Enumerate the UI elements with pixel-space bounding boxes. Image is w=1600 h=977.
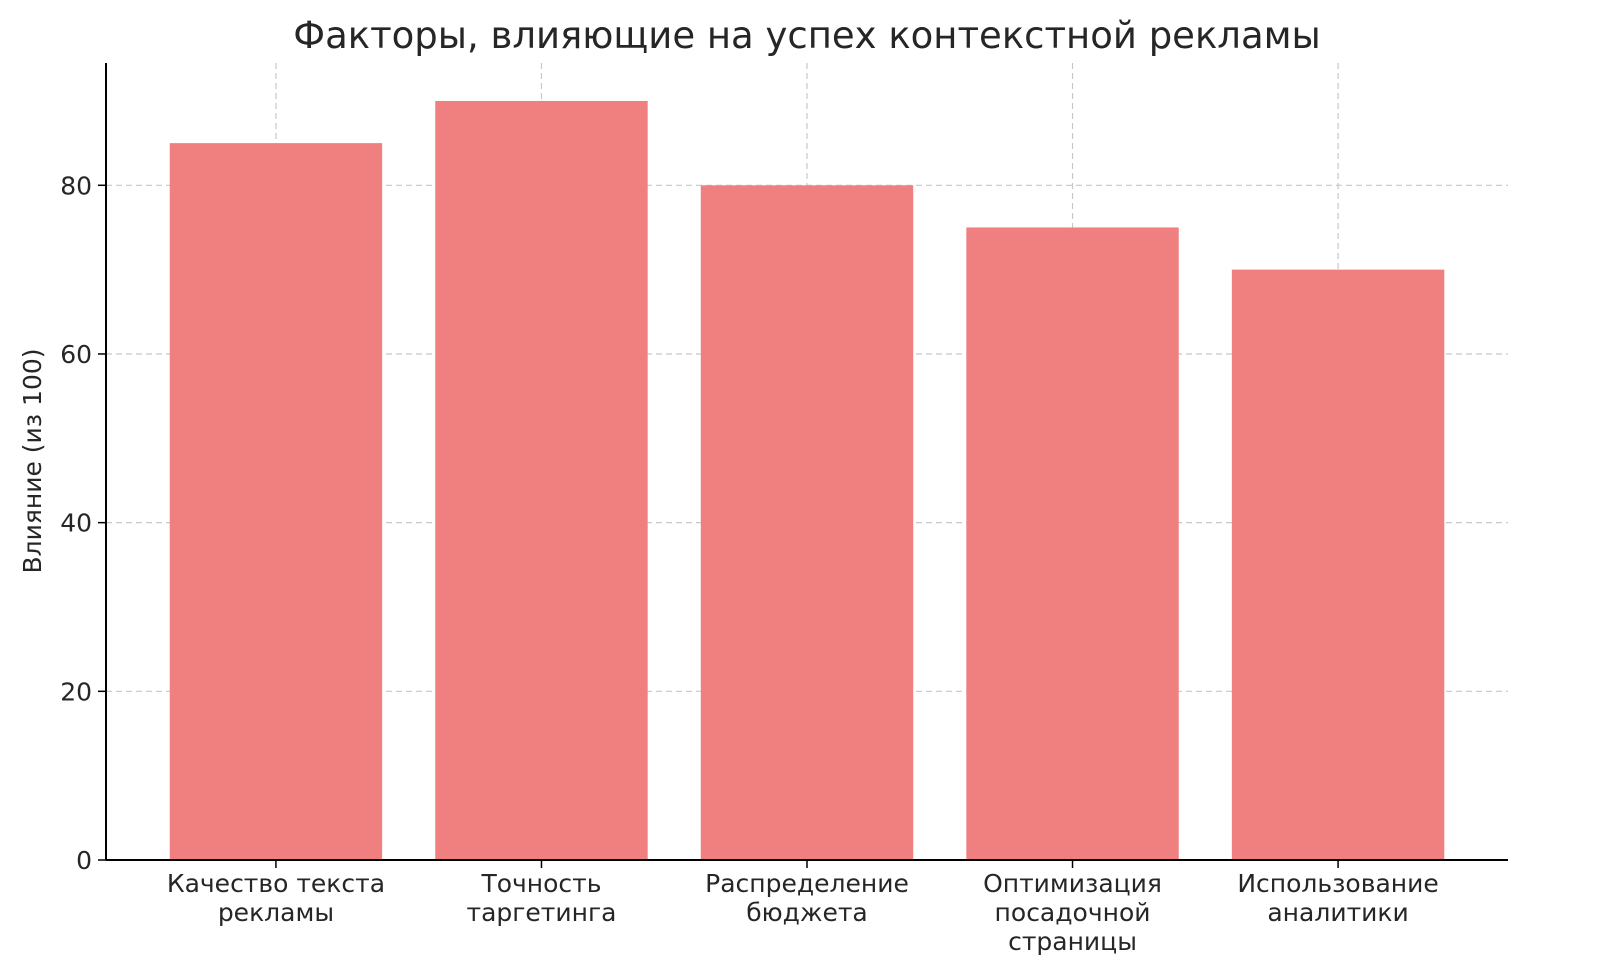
x-tick-label-line: аналитики: [1267, 898, 1408, 927]
bars: [169, 100, 1445, 860]
bar: [169, 143, 383, 860]
y-tick-label: 0: [76, 846, 92, 875]
x-tick-label-line: таргетинга: [467, 898, 617, 927]
x-tick-label-line: Точность: [480, 869, 601, 898]
x-tick-label-line: посадочной: [995, 898, 1151, 927]
x-tick-label-line: Качество текста: [167, 869, 385, 898]
bar: [700, 185, 914, 860]
bar: [1231, 269, 1445, 860]
y-tick-label: 80: [60, 171, 92, 200]
x-tick-label-line: Оптимизация: [983, 869, 1162, 898]
y-tick-label: 20: [60, 677, 92, 706]
y-tick-label: 40: [60, 509, 92, 538]
x-tick-label: Распределение бюджета: [705, 869, 909, 927]
y-axis-label: Влияние (из 100): [18, 348, 47, 573]
x-tick-label-line: бюджета: [746, 898, 868, 927]
x-tick-label-line: рекламы: [218, 898, 334, 927]
bar: [435, 100, 648, 860]
x-tick-label: Точность таргетинга: [467, 869, 617, 927]
x-tick-label-line: страницы: [1008, 927, 1137, 956]
x-tick-label-line: Распределение: [705, 869, 909, 898]
x-tick-label: Оптимизация посадочной страницы: [983, 869, 1162, 956]
chart-title: Факторы, влияющие на успех контекстной р…: [293, 14, 1321, 57]
x-tick-label-line: Использование: [1237, 869, 1438, 898]
x-tick-label: Качество текста рекламы: [167, 869, 385, 927]
bar: [966, 227, 1179, 860]
x-tick-label: Использование аналитики: [1237, 869, 1438, 927]
y-tick-label: 60: [60, 340, 92, 369]
ticks: 0 20 40 60 80 Качество текста рекламы Точность т…: [60, 171, 1439, 956]
